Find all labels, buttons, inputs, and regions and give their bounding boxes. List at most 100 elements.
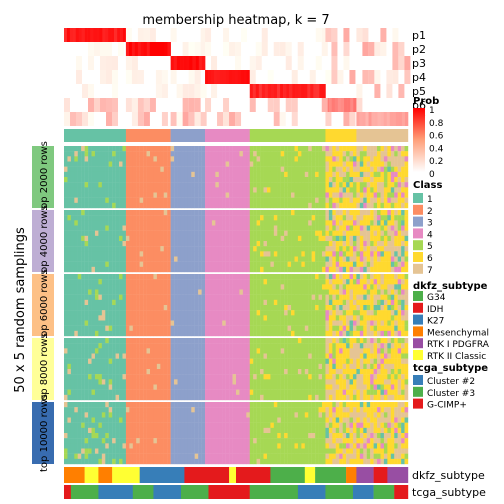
assignment-cell: [363, 241, 367, 247]
assignment-cell: [390, 225, 395, 231]
assignment-cell: [370, 246, 374, 252]
assignment-cell: [387, 256, 391, 262]
assignment-cell: [380, 187, 385, 193]
assignment-cell: [180, 197, 185, 204]
assignment-cell: [249, 294, 254, 301]
assignment-cell: [263, 343, 268, 349]
assignment-cell: [156, 182, 161, 188]
assignment-cell: [88, 325, 92, 332]
assignment-cell: [215, 384, 219, 390]
assignment-cell: [143, 166, 147, 173]
assignment-cell: [366, 161, 371, 167]
assignment-cell: [394, 246, 398, 252]
assignment-cell: [184, 246, 189, 252]
assignment-cell: [74, 266, 78, 273]
assignment-cell: [249, 235, 254, 242]
assignment-cell: [284, 330, 288, 337]
assignment-cell: [363, 225, 367, 231]
assignment-cell: [174, 177, 178, 183]
assignment-cell: [242, 374, 247, 380]
assignment-cell: [180, 192, 185, 198]
assignment-cell: [187, 235, 192, 242]
assignment-cell: [318, 182, 323, 188]
assignment-cell: [232, 348, 237, 354]
assignment-cell: [101, 261, 106, 268]
membership-cell: [76, 70, 82, 84]
assignment-cell: [373, 374, 378, 380]
assignment-cell: [291, 246, 295, 252]
assignment-cell: [184, 220, 189, 226]
assignment-cell: [352, 358, 357, 365]
assignment-cell: [270, 274, 275, 280]
assignment-cell: [349, 379, 354, 385]
assignment-cell: [225, 177, 230, 183]
assignment-cell: [174, 215, 178, 221]
membership-cell: [249, 98, 256, 112]
assignment-cell: [225, 363, 230, 370]
assignment-cell: [91, 230, 96, 237]
assignment-cell: [81, 338, 85, 344]
assignment-cell: [222, 289, 226, 295]
assignment-cell: [266, 358, 271, 365]
assignment-cell: [380, 348, 385, 354]
assignment-cell: [291, 266, 295, 273]
assignment-cell: [236, 192, 240, 198]
assignment-cell: [177, 161, 182, 167]
assignment-cell: [84, 315, 89, 321]
assignment-cell: [356, 266, 361, 273]
assignment-cell: [304, 289, 309, 295]
assignment-cell: [84, 266, 89, 273]
assignment-cell: [311, 379, 316, 385]
assignment-cell: [150, 358, 154, 365]
assignment-cell: [322, 230, 326, 237]
assignment-cell: [383, 197, 388, 204]
assignment-cell: [394, 384, 398, 390]
assignment-cell: [194, 384, 199, 390]
assignment-cell: [383, 379, 388, 385]
assignment-cell: [311, 215, 316, 221]
assignment-cell: [105, 256, 109, 262]
membership-cell: [189, 56, 193, 70]
assignment-cell: [208, 146, 213, 152]
assignment-cell: [242, 384, 247, 390]
assignment-cell: [101, 235, 106, 242]
assignment-cell: [129, 343, 133, 349]
assignment-cell: [308, 279, 312, 285]
assignment-cell: [139, 389, 144, 396]
assignment-cell: [242, 230, 247, 237]
assignment-cell: [246, 325, 250, 332]
assignment-cell: [328, 202, 333, 209]
assignment-cell: [253, 225, 257, 231]
assignment-cell: [119, 192, 123, 198]
assignment-cell: [301, 225, 305, 231]
assignment-cell: [146, 241, 151, 247]
assignment-cell: [287, 353, 292, 359]
assignment-cell: [74, 156, 78, 162]
assignment-cell: [246, 279, 250, 285]
assignment-cell: [191, 166, 195, 173]
assignment-cell: [332, 235, 336, 242]
assignment-cell: [339, 384, 343, 390]
assignment-cell: [322, 202, 326, 209]
assignment-cell: [156, 156, 161, 162]
assignment-cell: [291, 192, 295, 198]
assignment-cell: [270, 220, 275, 226]
assignment-cell: [108, 353, 113, 359]
assignment-cell: [180, 330, 185, 337]
assignment-cell: [236, 305, 240, 311]
assignment-cell: [191, 251, 195, 257]
assignment-cell: [273, 161, 278, 167]
assignment-cell: [150, 146, 154, 152]
assignment-cell: [91, 353, 96, 359]
assignment-cell: [390, 389, 395, 396]
assignment-cell: [242, 389, 247, 396]
assignment-cell: [304, 151, 309, 157]
assignment-cell: [184, 266, 189, 273]
assignment-cell: [222, 343, 226, 349]
assignment-cell: [187, 343, 192, 349]
assignment-cell: [397, 182, 402, 188]
membership-cell: [88, 98, 94, 112]
assignment-cell: [170, 166, 175, 173]
assignment-cell: [64, 305, 68, 311]
assignment-cell: [184, 279, 189, 285]
